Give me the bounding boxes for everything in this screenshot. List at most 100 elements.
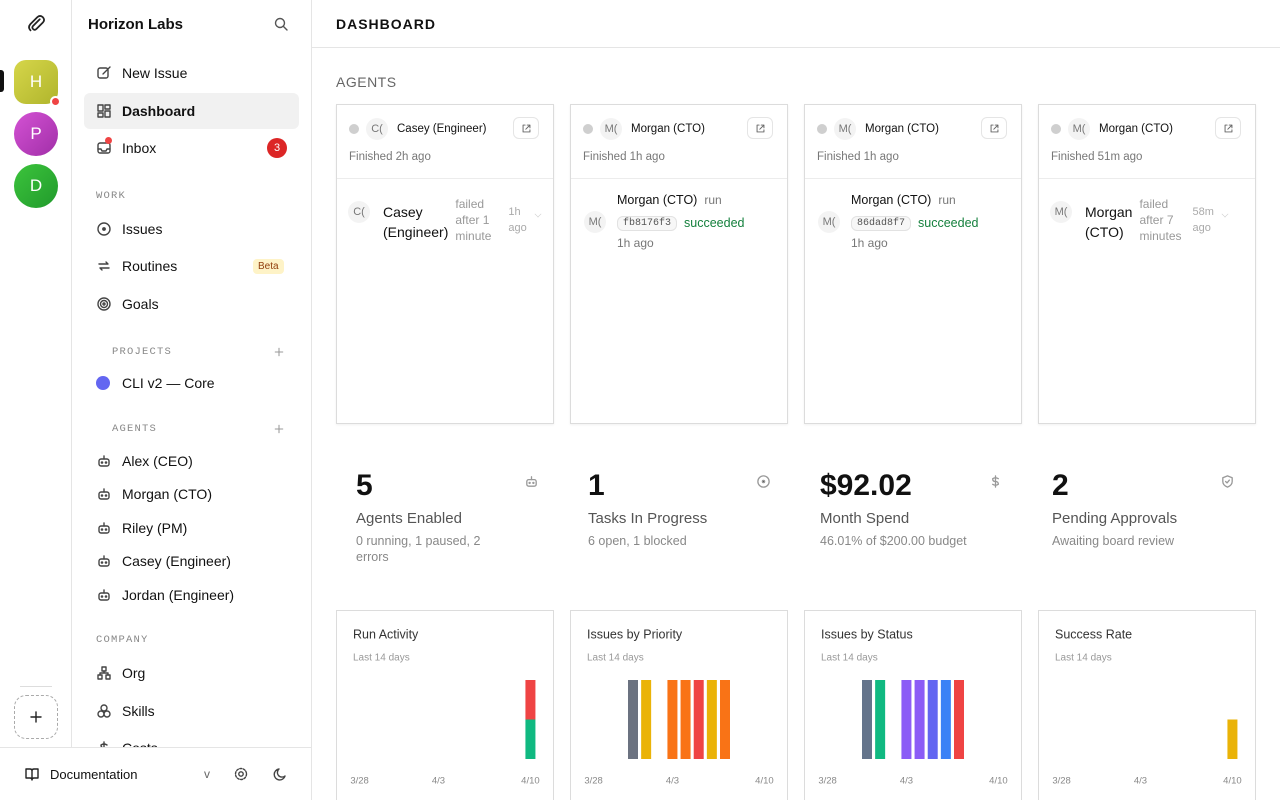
icon-part	[97, 112, 104, 118]
add-company[interactable]	[14, 695, 58, 739]
icon-part	[526, 478, 537, 487]
run-row: Casey (Engineer) failed after 1 minute 1h …	[383, 197, 549, 244]
icon-part	[1224, 479, 1231, 484]
bar	[875, 680, 886, 759]
run-time: 58m ago	[1192, 206, 1214, 234]
nav-item[interactable]: New Issue	[84, 55, 299, 91]
icon-part	[522, 124, 531, 133]
run-time: 1h ago	[508, 206, 527, 234]
icon-shape	[522, 124, 531, 133]
agent-card[interactable]: M(Morgan (CTO) Finished 1h ago M(Morgan (C…	[804, 104, 1022, 424]
icon	[756, 124, 765, 133]
bar	[693, 680, 704, 759]
nav-clip: Org Skills Costs	[72, 0, 311, 747]
nav-item[interactable]: Skills	[84, 693, 299, 729]
icon-part	[234, 767, 248, 781]
bar	[940, 680, 951, 759]
icon-shape	[97, 142, 111, 154]
agent-avatar: M(	[818, 211, 840, 233]
divider	[1039, 178, 1255, 179]
icon[interactable]	[273, 423, 285, 435]
nav-item[interactable]: Issues	[84, 211, 299, 247]
agent-status: Finished 51m ago	[1051, 151, 1143, 163]
icon-part	[104, 561, 108, 564]
icon-part	[99, 670, 109, 676]
nav-item[interactable]: Casey (Engineer)	[84, 543, 299, 579]
header	[312, 0, 1280, 48]
status-dot	[817, 124, 827, 134]
x-tick-label: 3/28	[584, 776, 603, 787]
icon-part	[100, 561, 104, 564]
nav-label: Goals	[122, 296, 159, 312]
icon	[990, 124, 999, 133]
agent-avatar: M(	[584, 211, 606, 233]
company-avatar[interactable]: D	[14, 164, 58, 208]
icon-shape	[1222, 475, 1233, 488]
icon[interactable]	[24, 766, 40, 782]
icon-shape	[98, 455, 110, 467]
icon-part	[97, 142, 111, 154]
nav-item[interactable]: Dashboard	[84, 93, 299, 129]
nav-item[interactable]: Goals	[84, 286, 299, 322]
nav-item[interactable]: Inbox 3	[84, 130, 299, 166]
chevron	[1221, 210, 1229, 218]
open-button[interactable]	[981, 117, 1007, 139]
agent-card[interactable]: M(Morgan (CTO) Finished 1h ago M(Morgan (C…	[570, 104, 788, 424]
icon-shape	[273, 768, 286, 781]
nav-item[interactable]: CLI v2 — Core	[84, 365, 299, 401]
open-button[interactable]	[513, 117, 539, 139]
x-tick-label: 4/3	[432, 776, 445, 787]
icon	[97, 104, 111, 118]
icon-shape	[274, 17, 288, 31]
badge: 3	[267, 138, 287, 158]
agent-card[interactable]: C(Casey (Engineer) Finished 2h ago C(Casey…	[336, 104, 554, 424]
company-avatar[interactable]: P	[14, 112, 58, 156]
icon[interactable]	[233, 766, 249, 782]
open-button[interactable]	[747, 117, 773, 139]
nav-label: Dashboard	[122, 103, 196, 119]
nav-item[interactable]: Riley (PM)	[84, 510, 299, 546]
icon[interactable]	[273, 346, 285, 358]
agent-name: Casey (Engineer)	[397, 123, 487, 135]
nav-label: CLI v2 — Core	[122, 375, 215, 391]
chart-card: Issues by Priority Last 14 days 3/28 4/3 4/1…	[570, 610, 788, 800]
chart-card: Issues by Status Last 14 days 3/28 4/3 4/10	[804, 610, 1022, 800]
icon-shape	[98, 488, 110, 500]
icon-part	[100, 528, 104, 531]
icon	[30, 711, 42, 723]
x-tick-label: 4/3	[900, 776, 913, 787]
run-line: 1h ago	[851, 233, 1011, 253]
icon-part	[104, 461, 108, 464]
icon	[98, 522, 110, 534]
run-time: 1h ago	[617, 236, 654, 250]
nav-item[interactable]: Routines Beta	[84, 248, 299, 284]
icon[interactable]	[26, 13, 46, 33]
icon-shape	[97, 297, 111, 311]
icon-part	[274, 17, 286, 29]
icon-shape	[990, 124, 999, 133]
x-tick-label: 3/28	[1052, 776, 1071, 787]
nav-item[interactable]: Costs	[84, 730, 299, 747]
nav-item[interactable]: Alex (CEO)	[84, 443, 299, 479]
nav-item[interactable]: Org	[84, 655, 299, 691]
agent-avatar: M(	[1050, 201, 1072, 223]
docs-link[interactable]: Documentation	[50, 766, 138, 782]
icon-shape	[97, 704, 111, 718]
icon-part	[97, 297, 111, 311]
nav-item[interactable]: Morgan (CTO)	[84, 476, 299, 512]
x-tick-label: 4/3	[666, 776, 679, 787]
open-button[interactable]	[1215, 117, 1241, 139]
nav-label: Issues	[122, 221, 163, 237]
chart-subtitle: Last 14 days	[1055, 653, 1112, 664]
nav-item[interactable]: Jordan (Engineer)	[84, 577, 299, 613]
bar	[667, 680, 678, 759]
icon	[97, 704, 111, 718]
stat-detail: 0 running, 1 paused, 2 errors	[356, 534, 481, 564]
icon-part	[98, 558, 110, 567]
icon[interactable]	[273, 16, 289, 32]
icon-part	[98, 592, 110, 601]
agent-card[interactable]: M(Morgan (CTO) Finished 51m ago M(Morgan (…	[1038, 104, 1256, 424]
run-agent: Morgan (CTO)	[851, 193, 932, 207]
icon[interactable]	[273, 766, 289, 782]
icon-part	[98, 458, 110, 467]
